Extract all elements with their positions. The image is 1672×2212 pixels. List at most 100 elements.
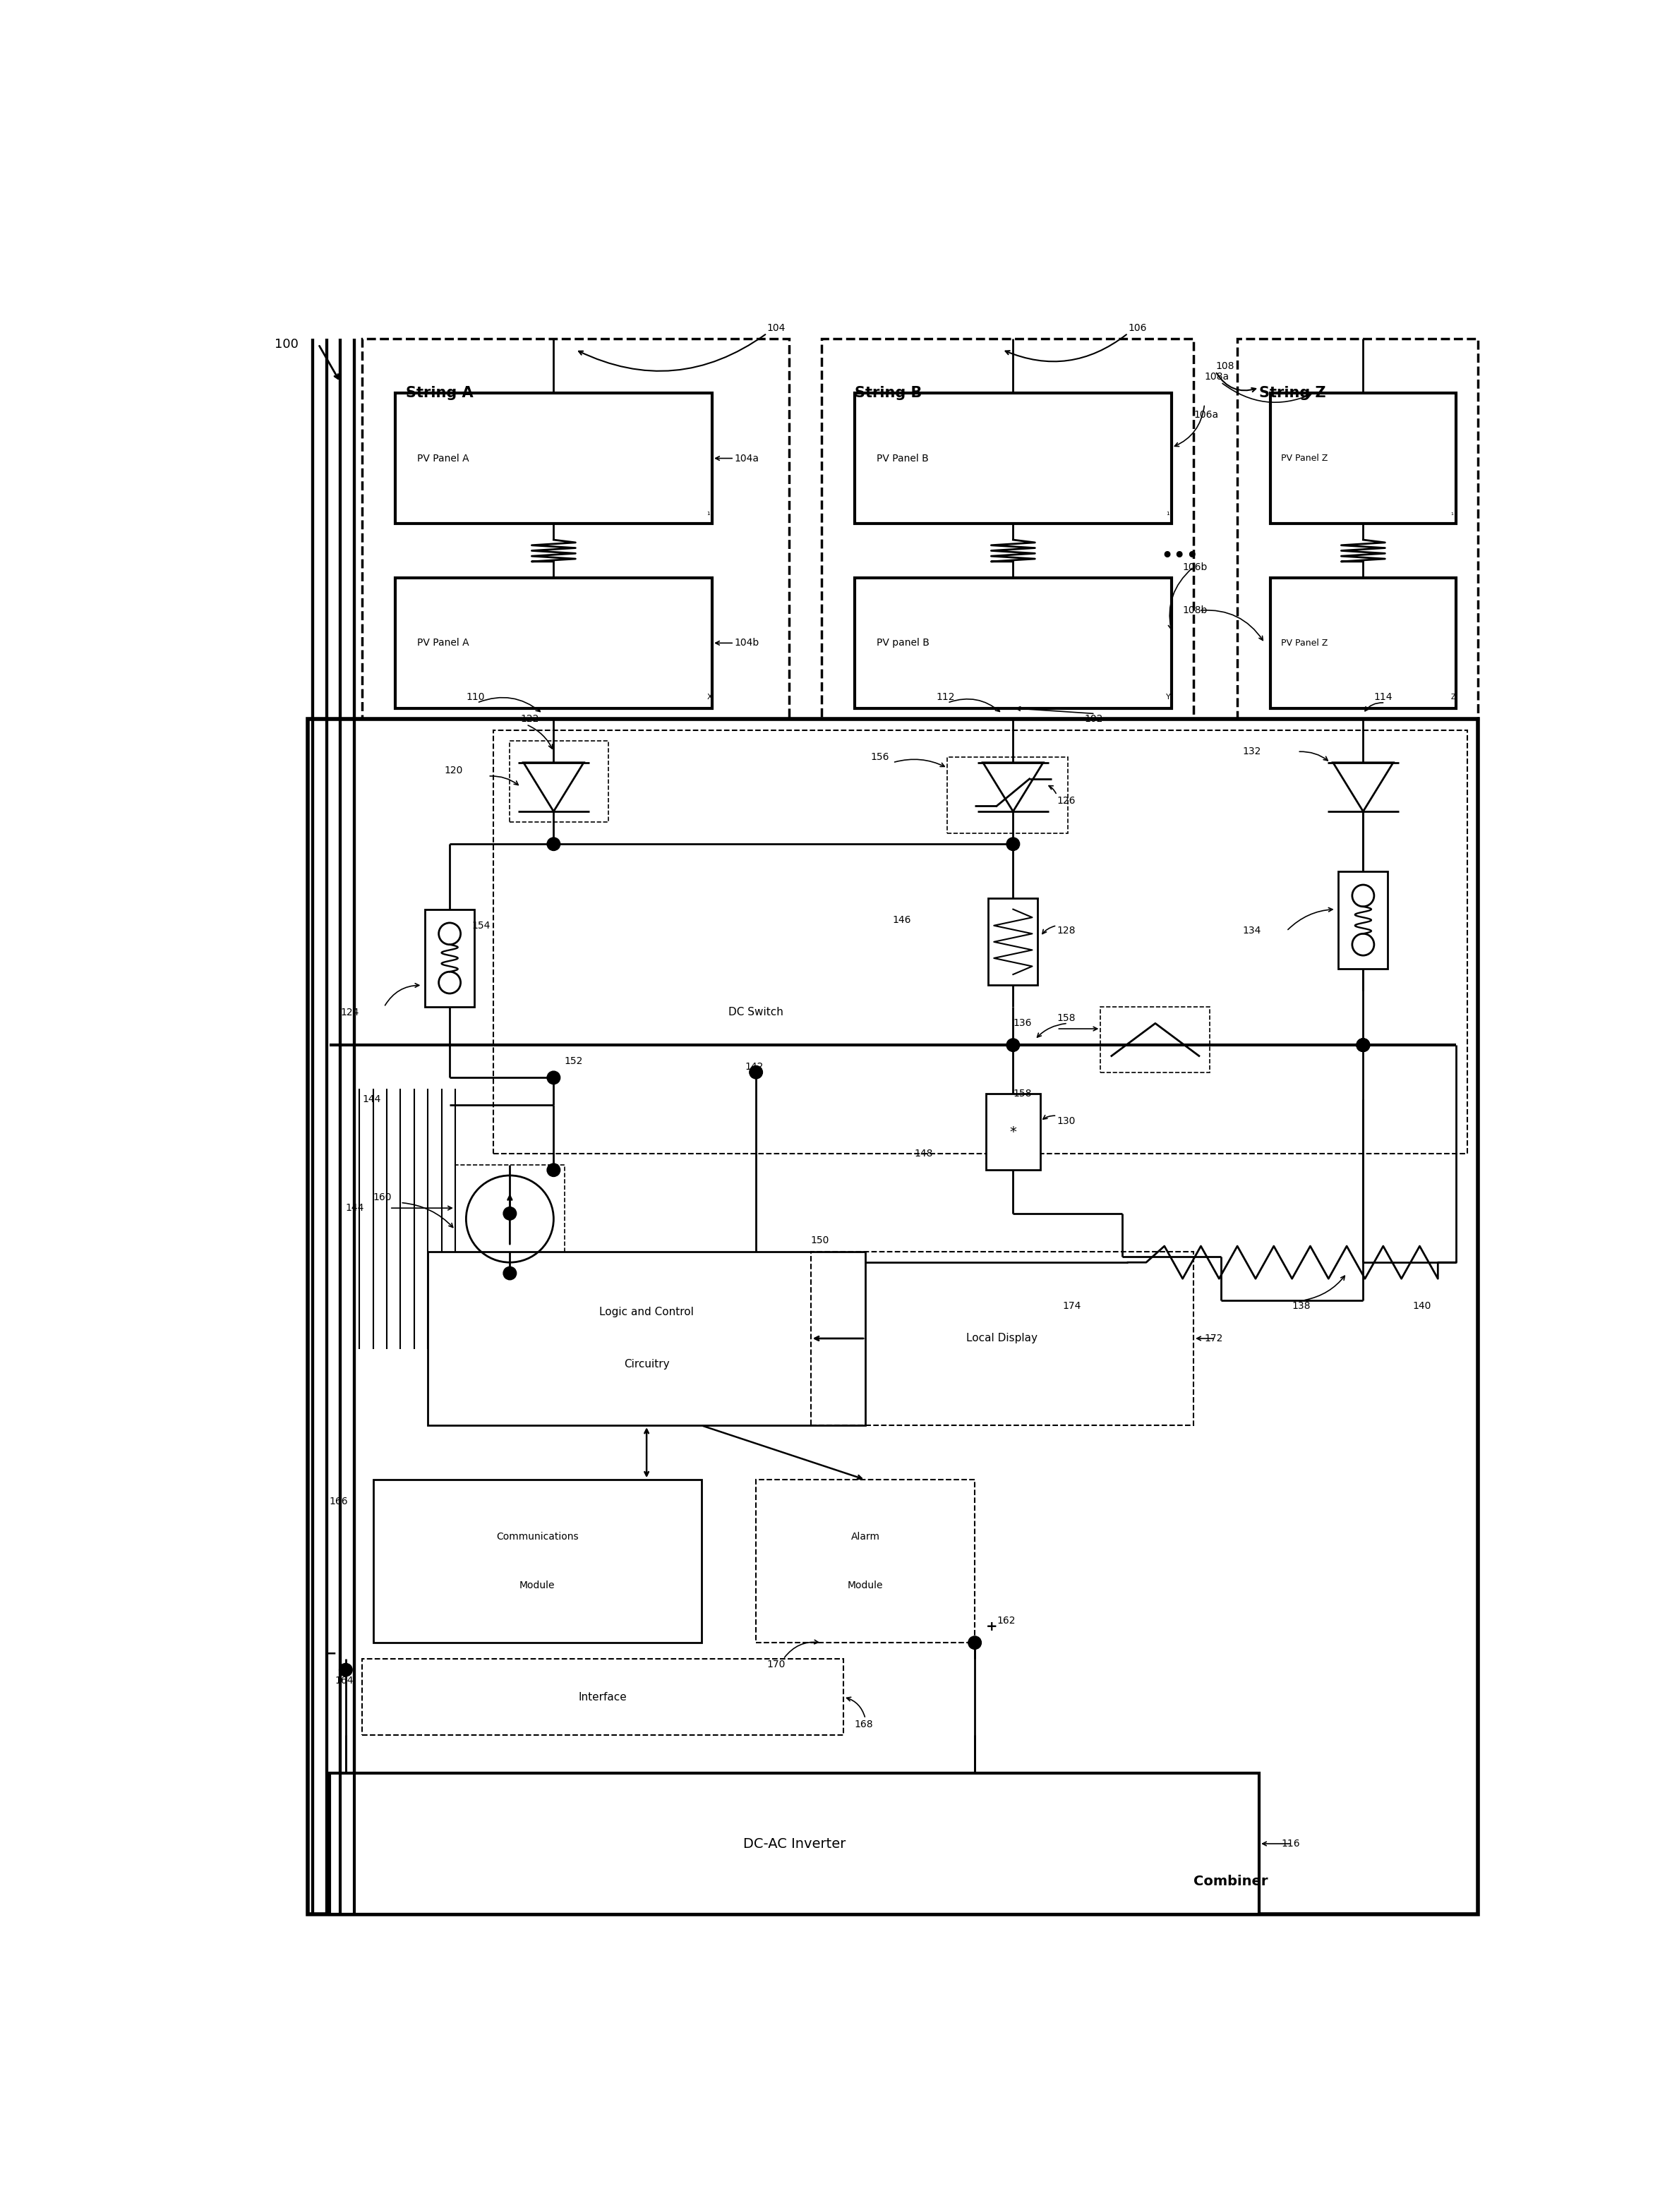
Text: 124: 124 [341, 1006, 359, 1018]
Text: ₁: ₁ [707, 509, 711, 515]
Text: DC Switch: DC Switch [729, 1006, 784, 1018]
Text: 104: 104 [767, 323, 786, 332]
Text: 158: 158 [1013, 1088, 1032, 1099]
Text: 102: 102 [1083, 714, 1104, 723]
Text: 162: 162 [997, 1617, 1015, 1626]
Bar [395, 577, 712, 708]
Text: 166: 166 [329, 1498, 348, 1506]
Text: Logic and Control: Logic and Control [599, 1307, 694, 1318]
Bar [986, 1095, 1040, 1170]
Circle shape [547, 838, 560, 852]
Circle shape [503, 1208, 517, 1221]
Bar [988, 898, 1038, 984]
Text: 114: 114 [1374, 692, 1393, 701]
Text: 148: 148 [915, 1148, 933, 1159]
Text: Z: Z [1451, 695, 1455, 701]
Text: 154: 154 [472, 920, 490, 931]
Text: 100: 100 [274, 338, 299, 349]
Text: 172: 172 [1204, 1334, 1224, 1343]
Text: 146: 146 [893, 916, 911, 925]
Text: −: − [324, 1646, 338, 1661]
Text: ₁: ₁ [1451, 509, 1453, 515]
Text: Alarm: Alarm [851, 1533, 879, 1542]
Circle shape [339, 1663, 353, 1677]
Text: 138: 138 [1292, 1301, 1311, 1312]
Text: 106a: 106a [1194, 409, 1219, 420]
Circle shape [547, 1071, 560, 1084]
Bar [854, 394, 1172, 524]
Circle shape [547, 1164, 560, 1177]
Text: X: X [707, 695, 712, 701]
Bar [329, 1774, 1259, 1913]
Bar [455, 1164, 565, 1274]
Bar [854, 577, 1172, 708]
Bar [1100, 1006, 1211, 1073]
Circle shape [503, 1267, 517, 1281]
Text: Module: Module [520, 1582, 555, 1590]
Text: 108b: 108b [1182, 606, 1207, 615]
Text: 170: 170 [767, 1659, 786, 1670]
Text: 174: 174 [1062, 1301, 1080, 1312]
Text: *: * [1010, 1126, 1017, 1139]
Text: PV panel B: PV panel B [876, 637, 930, 648]
Bar [308, 719, 1478, 1913]
Text: 104b: 104b [734, 637, 759, 648]
Text: DC-AC Inverter: DC-AC Inverter [742, 1836, 846, 1851]
Text: +: + [986, 1619, 998, 1632]
Bar [756, 1480, 975, 1644]
Text: 160: 160 [373, 1192, 391, 1201]
Circle shape [1356, 1040, 1369, 1051]
Circle shape [1356, 1040, 1369, 1051]
Text: 164: 164 [334, 1677, 353, 1686]
Text: 106: 106 [1129, 323, 1147, 332]
Text: 112: 112 [936, 692, 955, 701]
Text: 130: 130 [1057, 1117, 1075, 1126]
Text: 168: 168 [854, 1719, 873, 1730]
Circle shape [749, 1066, 762, 1079]
Text: String A: String A [406, 387, 473, 400]
Text: String Z: String Z [1259, 387, 1326, 400]
Bar [510, 741, 609, 823]
Bar [811, 1252, 1194, 1425]
Text: PV Panel Z: PV Panel Z [1281, 453, 1328, 462]
Text: PV Panel Z: PV Panel Z [1281, 639, 1328, 648]
Text: 144: 144 [363, 1095, 381, 1104]
Text: 134: 134 [1242, 927, 1261, 936]
Circle shape [1356, 1040, 1369, 1051]
Text: 122: 122 [520, 714, 540, 723]
Bar [428, 1252, 866, 1425]
Text: 116: 116 [1281, 1838, 1299, 1849]
Text: 120: 120 [445, 765, 463, 776]
Text: ₁: ₁ [1165, 509, 1169, 515]
Text: 110: 110 [466, 692, 485, 701]
Bar [821, 338, 1194, 719]
Bar [948, 757, 1068, 834]
Circle shape [1007, 1040, 1020, 1051]
Text: Circuitry: Circuitry [624, 1358, 669, 1369]
Text: 158: 158 [1057, 1013, 1075, 1022]
Text: Y: Y [1165, 695, 1170, 701]
Text: 150: 150 [811, 1237, 829, 1245]
Text: Local Display: Local Display [966, 1334, 1038, 1343]
Text: PV Panel A: PV Panel A [416, 453, 468, 462]
Text: 140: 140 [1413, 1301, 1431, 1312]
Bar [493, 730, 1466, 1155]
Text: PV Panel A: PV Panel A [416, 637, 468, 648]
Circle shape [1007, 838, 1020, 852]
Bar [425, 909, 475, 1006]
Text: 152: 152 [565, 1057, 584, 1066]
Bar [363, 1659, 843, 1734]
Text: Combiner: Combiner [1194, 1876, 1267, 1889]
Text: 144: 144 [346, 1203, 364, 1212]
Text: 132: 132 [1242, 748, 1261, 757]
Circle shape [968, 1637, 981, 1650]
Bar [1271, 577, 1456, 708]
Text: 136: 136 [1013, 1018, 1032, 1029]
Bar [1339, 872, 1388, 969]
Text: 128: 128 [1057, 927, 1075, 936]
Bar [395, 394, 712, 524]
Bar [1237, 338, 1478, 719]
Text: 156: 156 [871, 752, 890, 763]
Bar [1271, 394, 1456, 524]
Text: Module: Module [848, 1582, 883, 1590]
